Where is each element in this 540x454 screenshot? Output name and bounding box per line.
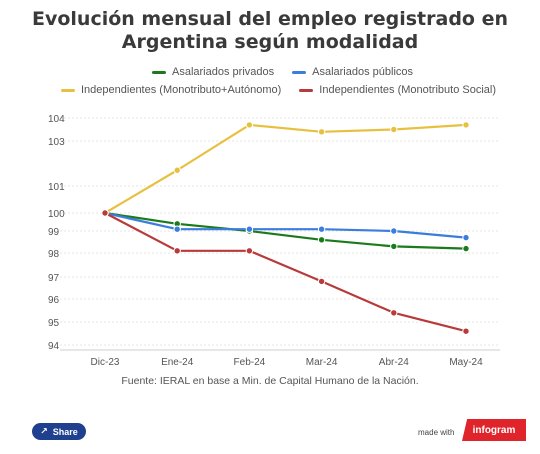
legend-swatch <box>61 88 75 92</box>
data-point <box>462 121 470 129</box>
y-tick-label: 100 <box>48 209 65 220</box>
x-tick-label: Mar-24 <box>306 357 338 368</box>
share-button[interactable]: ↗ Share <box>32 423 86 440</box>
made-with-text: made with <box>418 428 455 437</box>
legend-label: Asalariados privados <box>172 66 275 78</box>
legend-label: Independientes (Monotributo+Autónomo) <box>81 84 282 96</box>
data-point <box>173 247 181 255</box>
legend-swatch <box>299 88 314 92</box>
legend-swatch <box>292 70 307 74</box>
share-icon: ↗ <box>40 426 48 436</box>
data-point <box>390 227 398 235</box>
y-tick-label: 101 <box>48 182 65 193</box>
x-tick-label: Ene-24 <box>161 357 194 368</box>
y-tick-label: 103 <box>48 137 65 148</box>
series-line <box>104 123 467 214</box>
series-line <box>104 212 467 333</box>
chart-title: Evolución mensual del empleo registrado … <box>31 8 509 53</box>
y-tick-label: 94 <box>48 341 60 352</box>
x-tick-label: Feb-24 <box>234 357 266 368</box>
source-note: Fuente: IERAL en base a Min. de Capital … <box>121 375 419 387</box>
x-tick-label: May-24 <box>449 357 483 368</box>
infogram-logo[interactable]: infogram <box>462 419 526 441</box>
share-label: Share <box>52 426 78 437</box>
legend-item[interactable]: Independientes (Monotributo+Autónomo) <box>61 84 281 96</box>
data-point <box>390 309 398 317</box>
y-tick-label: 95 <box>48 318 60 329</box>
y-tick-label: 98 <box>48 249 60 260</box>
legend-swatch <box>152 70 166 74</box>
data-point <box>462 327 470 335</box>
legend-label: Independientes (Monotributo Social) <box>319 84 497 96</box>
data-point <box>317 236 326 244</box>
legend-row-1: Asalariados privados Asalariados público… <box>152 66 431 78</box>
legend-label: Asalariados públicos <box>312 66 414 78</box>
series-line <box>104 211 467 250</box>
y-tick-label: 104 <box>48 114 65 125</box>
y-tick-label: 99 <box>48 227 60 238</box>
legend-row-2: Independientes (Monotributo+Autónomo) In… <box>61 84 514 96</box>
legend-item[interactable]: Asalariados privados <box>152 66 274 78</box>
data-point <box>317 128 326 136</box>
x-tick-label: Dic-23 <box>91 357 120 368</box>
data-point <box>317 277 326 286</box>
legend-item[interactable]: Asalariados públicos <box>292 66 413 78</box>
y-tick-label: 96 <box>48 295 60 306</box>
data-point <box>390 242 398 251</box>
data-point <box>245 121 254 129</box>
data-point <box>173 225 181 233</box>
series-line <box>104 211 467 239</box>
data-point <box>245 247 254 255</box>
y-tick-label: 97 <box>48 273 60 284</box>
data-point <box>101 209 109 217</box>
legend-item[interactable]: Independientes (Monotributo Social) <box>299 84 496 96</box>
data-point <box>462 244 470 253</box>
data-point <box>462 233 470 242</box>
x-tick-label: Abr-24 <box>379 357 409 368</box>
data-point <box>390 125 398 134</box>
data-point <box>173 166 181 174</box>
data-point <box>245 225 254 233</box>
data-point <box>317 225 326 233</box>
